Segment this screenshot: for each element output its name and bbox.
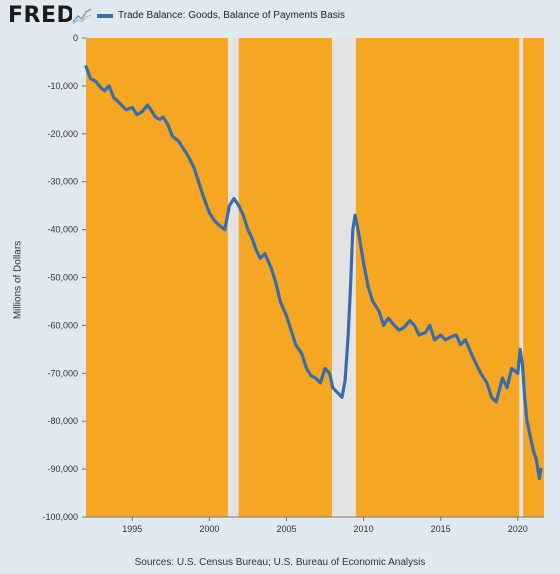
- fred-logo: FRED: [8, 3, 76, 28]
- recession-band-2: [519, 38, 524, 517]
- legend-label: Trade Balance: Goods, Balance of Payment…: [118, 10, 345, 21]
- series-line-0: [84, 65, 543, 481]
- y-tick-label: -70,000: [47, 368, 78, 378]
- chart-legend[interactable]: Trade Balance: Goods, Balance of Payment…: [97, 10, 345, 21]
- x-tick-label: 2005: [276, 524, 296, 534]
- y-tick-label: -100,000: [42, 512, 78, 522]
- y-tick-label: -40,000: [47, 225, 78, 235]
- x-tick-label: 2010: [354, 524, 374, 534]
- y-tick-label: -30,000: [47, 177, 78, 187]
- y-tick-label: -10,000: [47, 81, 78, 91]
- y-tick-label: 0: [73, 33, 78, 43]
- legend-swatch: [97, 13, 113, 18]
- x-tick-label: 2020: [508, 524, 528, 534]
- x-tick-label: 2015: [431, 524, 451, 534]
- y-tick-label: -20,000: [47, 129, 78, 139]
- recession-band-0: [227, 38, 239, 517]
- y-tick-label: -50,000: [47, 273, 78, 283]
- fred-chart-logo-icon: [72, 6, 92, 26]
- recession-band-1: [331, 38, 356, 517]
- y-tick-label: -60,000: [47, 320, 78, 330]
- plot-background: [86, 38, 544, 517]
- x-tick-label: 1995: [122, 524, 142, 534]
- x-tick-label: 2000: [199, 524, 219, 534]
- y-tick-label: -80,000: [47, 416, 78, 426]
- y-tick-label: -90,000: [47, 464, 78, 474]
- chart-header: FRED Trade Balance: Goods, Balance of Pa…: [0, 0, 560, 34]
- source-note: Sources: U.S. Census Bureau; U.S. Bureau…: [134, 557, 426, 568]
